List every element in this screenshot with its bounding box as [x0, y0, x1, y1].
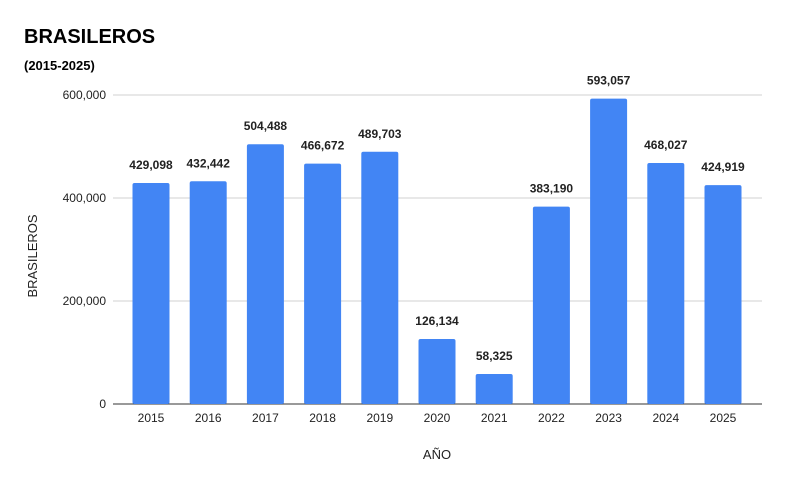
data-label: 466,672: [301, 139, 345, 153]
chart-subtitle: (2015-2025): [24, 58, 95, 73]
data-label: 468,027: [644, 138, 688, 152]
bar-2015[interactable]: [132, 183, 170, 404]
data-label: 383,190: [530, 182, 574, 196]
bar-2023[interactable]: [590, 98, 628, 404]
data-label: 126,134: [415, 314, 459, 328]
y-tick-label: 600,000: [63, 88, 107, 102]
bar-2017[interactable]: [246, 144, 284, 405]
y-tick-label: 400,000: [63, 191, 107, 205]
x-tick-label: 2015: [138, 411, 165, 425]
y-tick-label: 0: [99, 397, 106, 411]
bar-2022[interactable]: [532, 206, 570, 404]
x-tick-label: 2021: [481, 411, 508, 425]
data-label: 424,919: [701, 160, 745, 174]
bar-2024[interactable]: [647, 162, 685, 404]
data-label: 58,325: [476, 349, 513, 363]
x-tick-label: 2017: [252, 411, 279, 425]
chart-title: BRASILEROS: [24, 26, 155, 48]
data-label: 504,488: [244, 119, 288, 133]
bar-2021[interactable]: [475, 373, 513, 404]
y-axis-label: BRASILEROS: [25, 214, 40, 297]
bar-2018[interactable]: [304, 163, 342, 404]
x-tick-label: 2025: [710, 411, 737, 425]
x-tick-label: 2020: [424, 411, 451, 425]
data-label: 489,703: [358, 127, 402, 141]
data-label: 429,098: [129, 158, 173, 172]
data-label: 593,057: [587, 74, 631, 88]
x-tick-label: 2022: [538, 411, 565, 425]
x-tick-label: 2018: [309, 411, 336, 425]
bar-2025[interactable]: [704, 185, 742, 404]
bar-2016[interactable]: [189, 181, 227, 404]
x-tick-label: 2016: [195, 411, 222, 425]
x-tick-label: 2023: [595, 411, 622, 425]
x-tick-label: 2019: [366, 411, 393, 425]
bar-2019[interactable]: [361, 151, 399, 404]
x-tick-label: 2024: [652, 411, 679, 425]
y-tick-label: 200,000: [63, 294, 107, 308]
x-axis-label: AÑO: [423, 447, 451, 462]
bar-2020[interactable]: [418, 339, 456, 404]
data-label: 432,442: [187, 156, 231, 170]
